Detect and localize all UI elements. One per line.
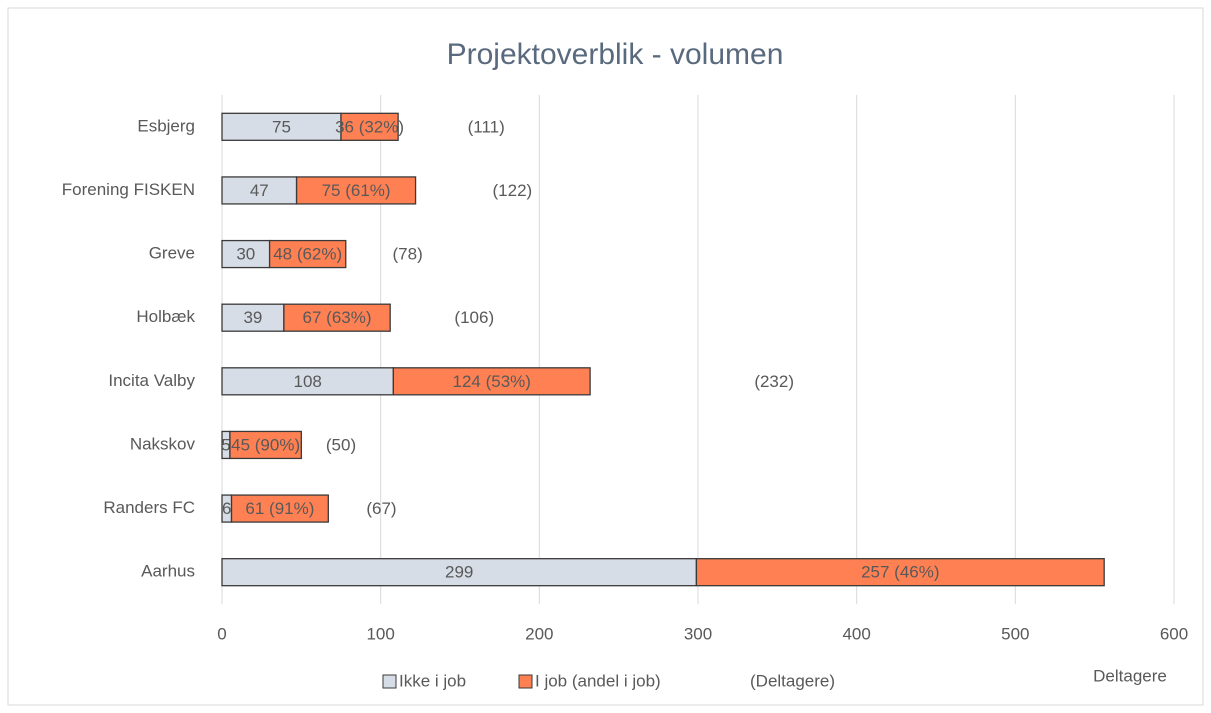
data-label: 30 (236, 245, 255, 264)
data-label: 257 (46%) (861, 563, 939, 582)
bar-segment (221, 239, 271, 269)
data-label: 108 (293, 372, 321, 391)
x-tick-label: 600 (1160, 624, 1188, 643)
data-label: (232) (754, 372, 794, 391)
bar-segment (283, 303, 391, 332)
data-label: 39 (243, 308, 262, 327)
bar-segment (221, 558, 698, 587)
data-label: 47 (250, 181, 269, 200)
y-tick-label: Randers FC (103, 498, 195, 517)
bar-segment (221, 176, 298, 205)
x-tick-label: 300 (684, 624, 712, 643)
y-tick-label: Incita Valby (108, 371, 195, 390)
legend-swatch (382, 674, 397, 689)
legend-label: (Deltagere) (750, 671, 835, 690)
data-label: (122) (493, 181, 533, 200)
x-tick-label: 500 (1001, 624, 1029, 643)
data-label: 6 (222, 499, 231, 518)
bar-segment (392, 367, 591, 396)
x-tick-label: 200 (525, 624, 553, 643)
data-label: 67 (63%) (303, 308, 372, 327)
legend-swatch (518, 674, 533, 689)
legend-label: I job (andel i job) (535, 671, 661, 690)
y-tick-label: Forening FISKEN (62, 180, 195, 199)
chart-title: Projektoverblik - volumen (447, 38, 784, 71)
bar-segment (229, 430, 302, 460)
bar-segment (230, 494, 329, 523)
y-tick-label: Aarhus (141, 562, 195, 581)
data-label: (106) (454, 308, 494, 327)
chart-border (7, 7, 1204, 706)
data-label: 299 (445, 563, 473, 582)
y-tick-label: Esbjerg (137, 116, 195, 135)
y-tick-label: Holbæk (136, 307, 195, 326)
x-axis-title: Deltagere (1093, 666, 1167, 685)
data-label: 36 (32%) (335, 117, 404, 136)
bar-segment (695, 558, 1105, 587)
data-label: 45 (90%) (231, 435, 300, 454)
x-tick-label: 0 (217, 624, 226, 643)
data-label: 124 (53%) (453, 372, 531, 391)
bar-segment (221, 112, 342, 141)
data-label: (78) (393, 245, 423, 264)
bar-segment (268, 239, 347, 269)
bar-segment (295, 176, 417, 205)
data-label: 75 (61%) (322, 181, 391, 200)
bar-segment (340, 112, 399, 141)
data-label: 48 (62%) (273, 245, 342, 264)
legend-label: Ikke i job (399, 671, 466, 690)
x-tick-label: 100 (366, 624, 394, 643)
x-tick-label: 400 (842, 624, 870, 643)
y-tick-label: Nakskov (130, 434, 196, 453)
data-label: 61 (91%) (245, 499, 314, 518)
data-label: 5 (221, 435, 230, 454)
data-label: (67) (366, 499, 396, 518)
data-label: 75 (272, 117, 291, 136)
data-label: (50) (326, 435, 356, 454)
bar-segment (221, 367, 395, 396)
data-label: (111) (468, 117, 505, 136)
y-tick-label: Greve (149, 244, 195, 263)
